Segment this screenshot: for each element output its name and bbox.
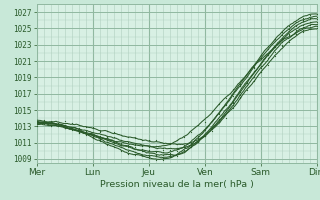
X-axis label: Pression niveau de la mer( hPa ): Pression niveau de la mer( hPa ) xyxy=(100,180,254,189)
